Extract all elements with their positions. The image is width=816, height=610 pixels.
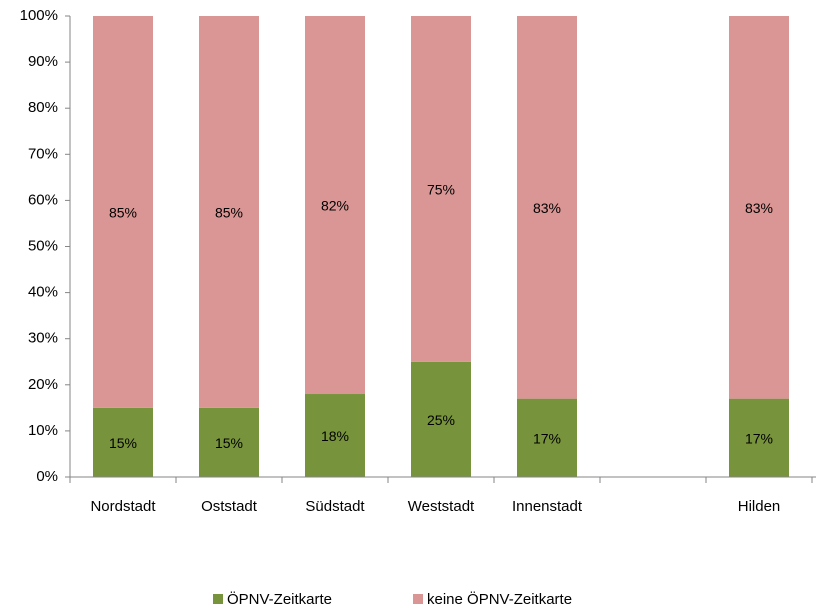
bar-segment bbox=[199, 407, 259, 477]
data-label: 83% bbox=[533, 200, 561, 216]
x-tick-label: Oststadt bbox=[201, 498, 258, 515]
bar-segment bbox=[729, 398, 789, 477]
y-tick-label: 60% bbox=[28, 191, 58, 208]
data-label: 15% bbox=[109, 435, 137, 451]
legend-swatch bbox=[213, 594, 223, 604]
legend-label: ÖPNV-Zeitkarte bbox=[227, 590, 332, 608]
bar-segment bbox=[93, 407, 153, 477]
y-tick-label: 0% bbox=[36, 468, 58, 485]
x-tick-label: Innenstadt bbox=[512, 498, 583, 515]
y-tick-label: 70% bbox=[28, 145, 58, 162]
y-tick-label: 30% bbox=[28, 330, 58, 347]
y-tick-label: 50% bbox=[28, 237, 58, 254]
data-label: 18% bbox=[321, 428, 349, 444]
bar-segment bbox=[411, 16, 471, 362]
x-tick-label: Hilden bbox=[738, 498, 781, 515]
legend-swatch bbox=[413, 594, 423, 604]
bar-segment bbox=[199, 16, 259, 408]
data-label: 85% bbox=[215, 205, 243, 221]
bar-segment bbox=[517, 398, 577, 477]
x-tick-label: Weststadt bbox=[408, 498, 475, 515]
bar-segment bbox=[517, 16, 577, 399]
x-tick-label: Südstadt bbox=[305, 498, 365, 515]
y-tick-label: 10% bbox=[28, 422, 58, 439]
y-tick-label: 80% bbox=[28, 99, 58, 116]
y-tick-label: 90% bbox=[28, 53, 58, 70]
x-tick-label: Nordstadt bbox=[90, 498, 156, 515]
data-label: 75% bbox=[427, 182, 455, 198]
legend-label: keine ÖPNV-Zeitkarte bbox=[427, 590, 572, 608]
bar-segment bbox=[305, 16, 365, 395]
data-label: 83% bbox=[745, 200, 773, 216]
data-label: 85% bbox=[109, 205, 137, 221]
data-label: 17% bbox=[533, 431, 561, 447]
data-label: 17% bbox=[745, 431, 773, 447]
y-tick-label: 100% bbox=[20, 7, 58, 24]
bar-segment bbox=[411, 361, 471, 477]
data-label: 25% bbox=[427, 412, 455, 428]
bar-segment bbox=[305, 394, 365, 477]
data-label: 15% bbox=[215, 435, 243, 451]
y-tick-label: 40% bbox=[28, 284, 58, 301]
bar-segment bbox=[93, 16, 153, 408]
y-tick-label: 20% bbox=[28, 376, 58, 393]
data-label: 82% bbox=[321, 198, 349, 214]
bar-segment bbox=[729, 16, 789, 399]
